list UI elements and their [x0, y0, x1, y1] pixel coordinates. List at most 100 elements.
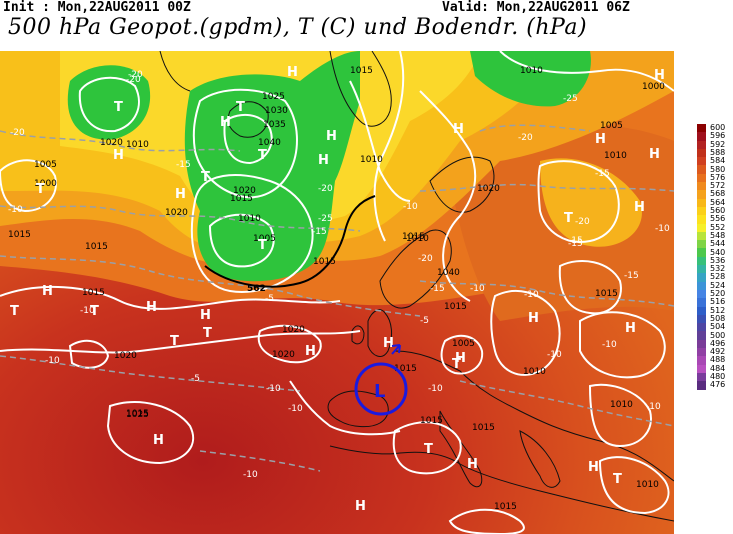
high-marker: H [528, 311, 539, 326]
temperature-label: -15 [568, 239, 583, 249]
temperature-label: -15 [430, 284, 445, 294]
pressure-label: 1015 [472, 423, 495, 433]
pressure-label: 1015 [82, 288, 105, 298]
high-marker: H [634, 200, 645, 215]
contour-562-label: 562 [247, 284, 266, 294]
temperature-label: -10 [547, 350, 562, 360]
legend-value-label: 552 [710, 222, 726, 232]
pressure-label: 1020 [100, 138, 123, 148]
low-marker: T [258, 238, 267, 253]
temperature-label: -10 [470, 284, 485, 294]
pressure-label: 1020 [165, 208, 188, 218]
legend-value-label: 560 [710, 206, 726, 215]
valid-time-label: Valid: Mon,22AUG2011 06Z [442, 0, 630, 15]
legend-value-label: 600 [710, 123, 726, 132]
legend-swatch [697, 356, 706, 365]
low-marker: T [452, 357, 461, 372]
temperature-label: -15 [624, 271, 639, 281]
high-marker: H [383, 336, 394, 351]
legend-value-label: 548 [710, 230, 726, 240]
legend-swatch [697, 273, 706, 282]
temperature-label: -15 [312, 227, 327, 237]
legend-swatch [697, 248, 706, 257]
legend-swatch [697, 240, 706, 249]
high-marker: H [467, 457, 478, 472]
pressure-label: 1020 [114, 351, 137, 361]
legend-value-label: 568 [710, 189, 726, 199]
pressure-label: 1010 [360, 155, 383, 165]
pressure-label: 1000 [642, 82, 665, 92]
high-marker: H [153, 433, 164, 448]
legend-value-label: 556 [710, 214, 726, 224]
temperature-label: -10 [646, 402, 661, 412]
high-marker: H [220, 115, 231, 130]
legend-value-label: 492 [710, 347, 726, 357]
high-marker: H [455, 351, 466, 366]
legend-swatch [697, 281, 706, 290]
legend-swatch [697, 265, 706, 274]
high-marker: H [588, 460, 599, 475]
legend-swatch [697, 132, 706, 141]
legend-value-label: 580 [710, 164, 726, 174]
temperature-label: -5 [265, 294, 274, 304]
legend-value-label: 576 [710, 172, 726, 182]
legend-swatch [697, 198, 706, 207]
legend-value-label: 596 [710, 131, 726, 141]
pressure-label: 1010 [238, 214, 261, 224]
legend-value-label: 532 [710, 264, 726, 274]
pressure-label: 1020 [272, 350, 295, 360]
pressure-label: 1010 [604, 151, 627, 161]
pressure-label: 1025 [262, 92, 285, 102]
legend-swatch [697, 372, 706, 382]
legend-swatch [697, 140, 706, 149]
temperature-label: -10 [403, 202, 418, 212]
green-low-ne [470, 51, 591, 107]
init-time-label: Init : Mon,22AUG2011 00Z [3, 0, 191, 15]
isotherms [0, 124, 674, 472]
legend-swatch [697, 306, 706, 315]
pressure-label: 1015 [494, 502, 517, 512]
pressure-label: 1040 [437, 268, 460, 278]
legend-value-label: 572 [710, 181, 726, 191]
legend-swatch [697, 331, 706, 340]
high-marker: H [318, 153, 329, 168]
pressure-label: 1010 [636, 480, 659, 490]
high-marker: H [326, 129, 337, 144]
temperature-label: -20 [575, 217, 590, 227]
low-marker: T [258, 148, 267, 163]
pressure-label: 1005 [600, 121, 623, 131]
high-marker: H [42, 284, 53, 299]
temperature-label: -10 [655, 224, 670, 234]
legend-swatch [697, 206, 706, 216]
low-marker: T [203, 326, 212, 341]
legend-value-label: 500 [710, 330, 726, 340]
pressure-label: 1010 [520, 66, 543, 76]
low-marker: T [236, 100, 245, 115]
low-pressure-labels: T T T T T T T T T T T T T T [10, 100, 622, 487]
low-marker: T [613, 472, 622, 487]
low-marker: T [90, 304, 99, 319]
legend-value-label: 476 [710, 380, 726, 390]
legend-value-label: 520 [710, 289, 726, 298]
header-bar: Init : Mon,22AUG2011 00Z Valid: Mon,22AU… [0, 0, 733, 18]
low-marker: T [170, 334, 179, 349]
low-marker: T [201, 170, 210, 185]
legend-value-label: 528 [710, 272, 726, 282]
legend-swatch [697, 173, 706, 183]
pressure-label: 1015 [595, 289, 618, 299]
temperature-label: -10 [45, 356, 60, 366]
legend-swatch [697, 364, 706, 373]
high-marker: H [649, 147, 660, 162]
legend-value-label: 540 [710, 247, 726, 257]
legend-value-label: 488 [710, 355, 726, 365]
high-marker: H [625, 321, 636, 336]
legend-swatch [697, 182, 706, 191]
low-marker: T [10, 304, 19, 319]
legend-value-label: 524 [710, 280, 726, 290]
pressure-label: 1015 [313, 257, 336, 267]
blue-circle-annotation: L [354, 344, 408, 416]
legend-swatch [697, 148, 706, 158]
contour-562-line [204, 195, 376, 288]
legend-color-bar [697, 124, 706, 390]
pressure-label: 1015 [394, 364, 417, 374]
